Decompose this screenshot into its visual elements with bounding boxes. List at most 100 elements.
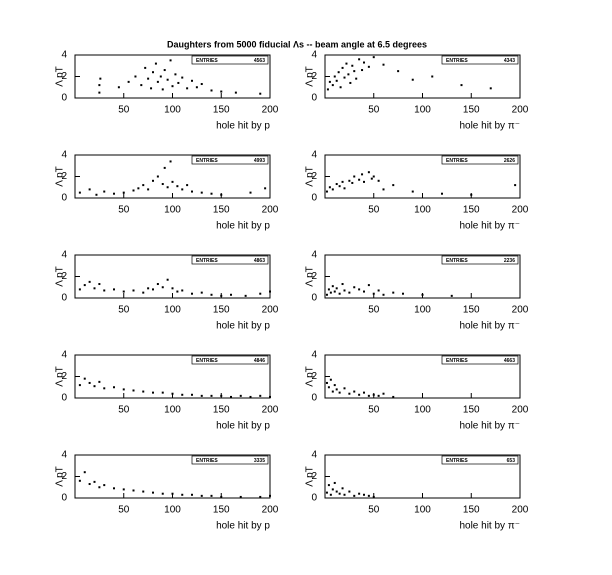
point [331, 488, 334, 491]
x-tick-label: 50 [368, 305, 380, 316]
stats-label: ENTRIES [196, 458, 218, 464]
point [181, 188, 184, 191]
point [98, 486, 101, 489]
point [325, 190, 328, 193]
y-tick-label: 2 [311, 471, 317, 482]
point [339, 86, 342, 89]
x-tick-label: 200 [512, 505, 529, 516]
point [382, 392, 385, 395]
point [460, 84, 463, 87]
y-tick-label: 4 [61, 50, 67, 61]
stats-value: 3335 [254, 458, 265, 464]
point [441, 192, 443, 195]
point [372, 175, 375, 178]
point [335, 79, 338, 82]
point [348, 179, 351, 182]
point [156, 80, 159, 83]
point [169, 160, 172, 163]
point [156, 175, 159, 178]
x-tick-label: 150 [463, 505, 480, 516]
x-tick-label: 200 [262, 105, 279, 116]
point [147, 188, 150, 191]
stats-value: 2236 [504, 258, 515, 264]
y-tick-label: 0 [311, 393, 317, 404]
panel: 0 2 4 50 100 150 200 Λ pT hole hit by π⁻ ENTRIES 4… [305, 350, 529, 432]
point [147, 77, 150, 80]
x-tick-label: 200 [512, 305, 529, 316]
point [353, 70, 356, 73]
x-tick-label: 100 [164, 105, 181, 116]
panel: 0 2 4 50 100 150 200 Λ pT hole hit by π⁻ ENTRIES 2… [305, 250, 529, 332]
point [83, 284, 86, 287]
y-tick-label: 4 [311, 150, 317, 161]
point [93, 287, 96, 290]
point [367, 494, 370, 497]
point [361, 173, 364, 176]
x-tick-label: 200 [512, 405, 529, 416]
point [327, 288, 330, 291]
point [152, 71, 154, 74]
x-tick-label: 50 [118, 205, 130, 216]
point [186, 87, 189, 90]
point [370, 177, 373, 180]
point [113, 386, 115, 389]
point [163, 69, 166, 72]
x-tick-label: 150 [463, 405, 480, 416]
y-tick-label: 0 [61, 393, 67, 404]
point [122, 191, 125, 194]
point [345, 62, 348, 65]
point [353, 390, 356, 393]
point [325, 381, 328, 384]
x-axis-label: hole hit by p [216, 321, 270, 332]
x-tick-label: 200 [512, 105, 529, 116]
point [358, 178, 361, 181]
stats-label: ENTRIES [446, 258, 468, 264]
point [210, 394, 213, 397]
y-tick-label: 2 [61, 71, 67, 82]
point [161, 391, 164, 394]
point [88, 483, 91, 486]
point [259, 292, 262, 295]
x-tick-label: 50 [118, 305, 130, 316]
point [341, 180, 344, 183]
point [144, 66, 147, 69]
point [154, 62, 157, 65]
x-tick-label: 50 [368, 205, 380, 216]
point [78, 479, 81, 482]
x-tick-label: 100 [414, 305, 431, 316]
point [351, 64, 354, 67]
point [127, 80, 130, 83]
point [358, 288, 361, 291]
point [78, 191, 81, 194]
point [392, 291, 395, 294]
stats-box [441, 155, 519, 165]
point [99, 77, 102, 80]
point [95, 193, 98, 196]
x-axis-label: hole hit by π⁻ [459, 221, 520, 232]
stats-label: ENTRIES [446, 358, 468, 364]
point [142, 490, 145, 493]
y-axis-label: Λ pT [305, 366, 316, 387]
x-tick-label: 50 [118, 405, 130, 416]
point [397, 70, 400, 73]
point [166, 186, 169, 189]
point [411, 190, 414, 193]
y-tick-label: 2 [311, 171, 317, 182]
point [338, 185, 341, 188]
point [93, 480, 96, 483]
point [331, 188, 334, 191]
stats-box [441, 355, 519, 365]
y-tick-label: 2 [311, 71, 317, 82]
point [341, 66, 344, 69]
y-tick-label: 4 [311, 450, 317, 461]
x-tick-label: 100 [414, 105, 431, 116]
point [333, 384, 336, 387]
x-axis-label: hole hit by π⁻ [459, 321, 520, 332]
point [331, 390, 334, 393]
y-tick-label: 0 [61, 93, 67, 104]
point [327, 484, 330, 487]
stats-value: 2626 [504, 158, 515, 164]
point [142, 184, 145, 187]
point [200, 494, 203, 497]
point [230, 395, 232, 398]
